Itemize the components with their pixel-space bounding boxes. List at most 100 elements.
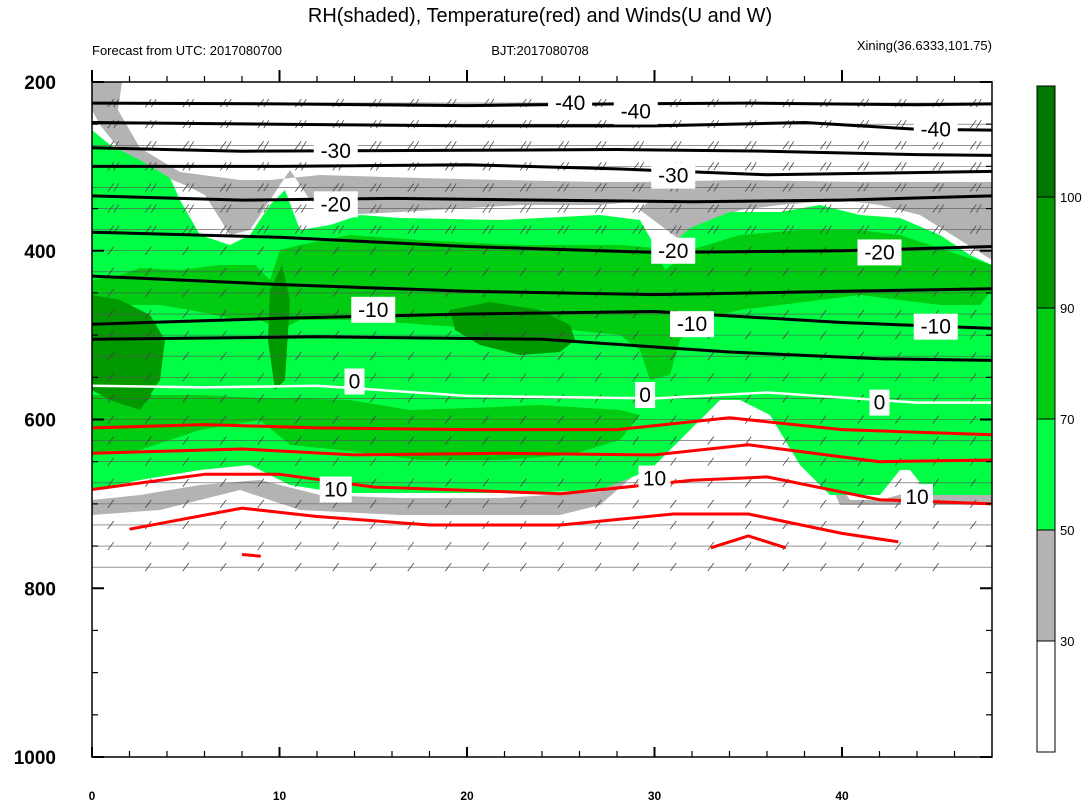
wind-barb — [857, 183, 865, 192]
wind-barb — [782, 457, 790, 466]
wind-barb — [713, 183, 720, 192]
y-tick-label: 600 — [24, 411, 56, 432]
wind-barb — [594, 225, 602, 234]
wind-barb — [375, 183, 382, 192]
wind-barb — [669, 436, 677, 445]
wind-barb — [407, 415, 415, 424]
wind-barb — [444, 478, 452, 488]
contour-label-box — [670, 311, 714, 338]
contour-label: -10 — [358, 299, 388, 322]
x-axis: 0 10 20 30 40 — [89, 70, 956, 803]
wind-barb — [932, 225, 940, 234]
wind-barb — [557, 330, 565, 340]
wind-barb — [557, 204, 565, 213]
wind-barb — [932, 162, 940, 171]
wind-barb — [188, 141, 195, 150]
wind-barb — [900, 162, 907, 171]
temperature-contour — [92, 194, 992, 204]
wind-barb — [557, 267, 565, 277]
wind-barb — [375, 225, 382, 234]
wind-barb — [938, 225, 945, 234]
wind-barb — [444, 204, 452, 213]
wind-barb — [819, 457, 827, 466]
wind-barb — [525, 141, 532, 150]
wind-barb — [857, 541, 865, 551]
wind-barb — [407, 499, 415, 509]
wind-barb — [294, 204, 302, 213]
wind-barb — [744, 183, 752, 192]
wind-barb — [332, 415, 340, 424]
wind-barb — [294, 478, 302, 488]
wind-barb — [594, 267, 602, 277]
wind-barb — [713, 204, 720, 213]
rh-colorbar: 30 50 70 90 100 — [1036, 85, 1082, 753]
wind-barb — [938, 141, 945, 150]
wind-barb — [975, 183, 982, 192]
wind-barb — [969, 204, 977, 213]
wind-barb — [894, 267, 902, 277]
wind-barb — [294, 288, 302, 298]
wind-barb — [707, 499, 715, 509]
wind-barb — [150, 225, 157, 234]
wind-barb — [219, 436, 227, 445]
wind-barb — [482, 562, 490, 572]
contour-label: 10 — [324, 479, 347, 502]
wind-barb — [594, 183, 602, 192]
wind-barb — [144, 373, 152, 382]
wind-barb — [819, 267, 827, 277]
wind-barb — [444, 541, 452, 551]
x-tick-label: 30 — [648, 789, 662, 803]
contour-label-box — [613, 98, 658, 125]
wind-barb — [263, 141, 270, 150]
wind-barb — [900, 183, 907, 192]
wind-barb — [482, 204, 490, 213]
contour-label-box — [351, 296, 396, 323]
wind-barb — [107, 478, 115, 488]
wind-barb — [782, 309, 790, 319]
wind-barb — [707, 141, 715, 150]
wind-barb — [594, 330, 602, 340]
wind-barb — [782, 330, 790, 340]
bjt-subtitle: BJT:2017080708 — [491, 43, 589, 58]
wind-barb — [600, 141, 607, 150]
wind-barb — [819, 225, 827, 234]
wind-barb — [519, 436, 527, 445]
wind-barb — [488, 183, 495, 192]
wind-barb — [894, 562, 902, 572]
wind-barb — [594, 478, 602, 488]
wind-barb — [257, 225, 265, 234]
wind-barb — [482, 225, 490, 234]
wind-barb — [219, 309, 227, 319]
wind-barb — [969, 520, 977, 530]
wind-barb — [444, 436, 452, 445]
wind-barb — [600, 225, 607, 234]
wind-barb — [482, 267, 490, 277]
contour-label-box — [638, 465, 671, 492]
wind-barb — [557, 394, 565, 403]
wind-barb — [182, 225, 190, 234]
wind-barb — [257, 436, 265, 445]
wind-barb — [407, 436, 415, 445]
wind-barb — [482, 541, 490, 551]
wind-barb — [257, 246, 265, 255]
wind-barb — [107, 183, 115, 192]
wind-barb — [707, 267, 715, 277]
wind-barb — [182, 267, 190, 277]
wind-barb — [107, 415, 115, 424]
wind-barb — [444, 562, 452, 572]
wind-barb — [932, 436, 940, 445]
wind-barb — [257, 183, 265, 192]
wind-barb — [932, 373, 940, 382]
wind-barb — [638, 204, 645, 213]
wind-barb — [294, 541, 302, 551]
wind-barb — [819, 183, 827, 192]
wind-barb — [225, 183, 232, 192]
wind-barb — [819, 541, 827, 551]
wind-barb — [182, 478, 190, 488]
wind-barb — [107, 541, 115, 551]
wind-barb — [263, 204, 270, 213]
wind-barb — [369, 288, 377, 298]
wind-barb — [638, 141, 645, 150]
wind-barb — [938, 204, 945, 213]
